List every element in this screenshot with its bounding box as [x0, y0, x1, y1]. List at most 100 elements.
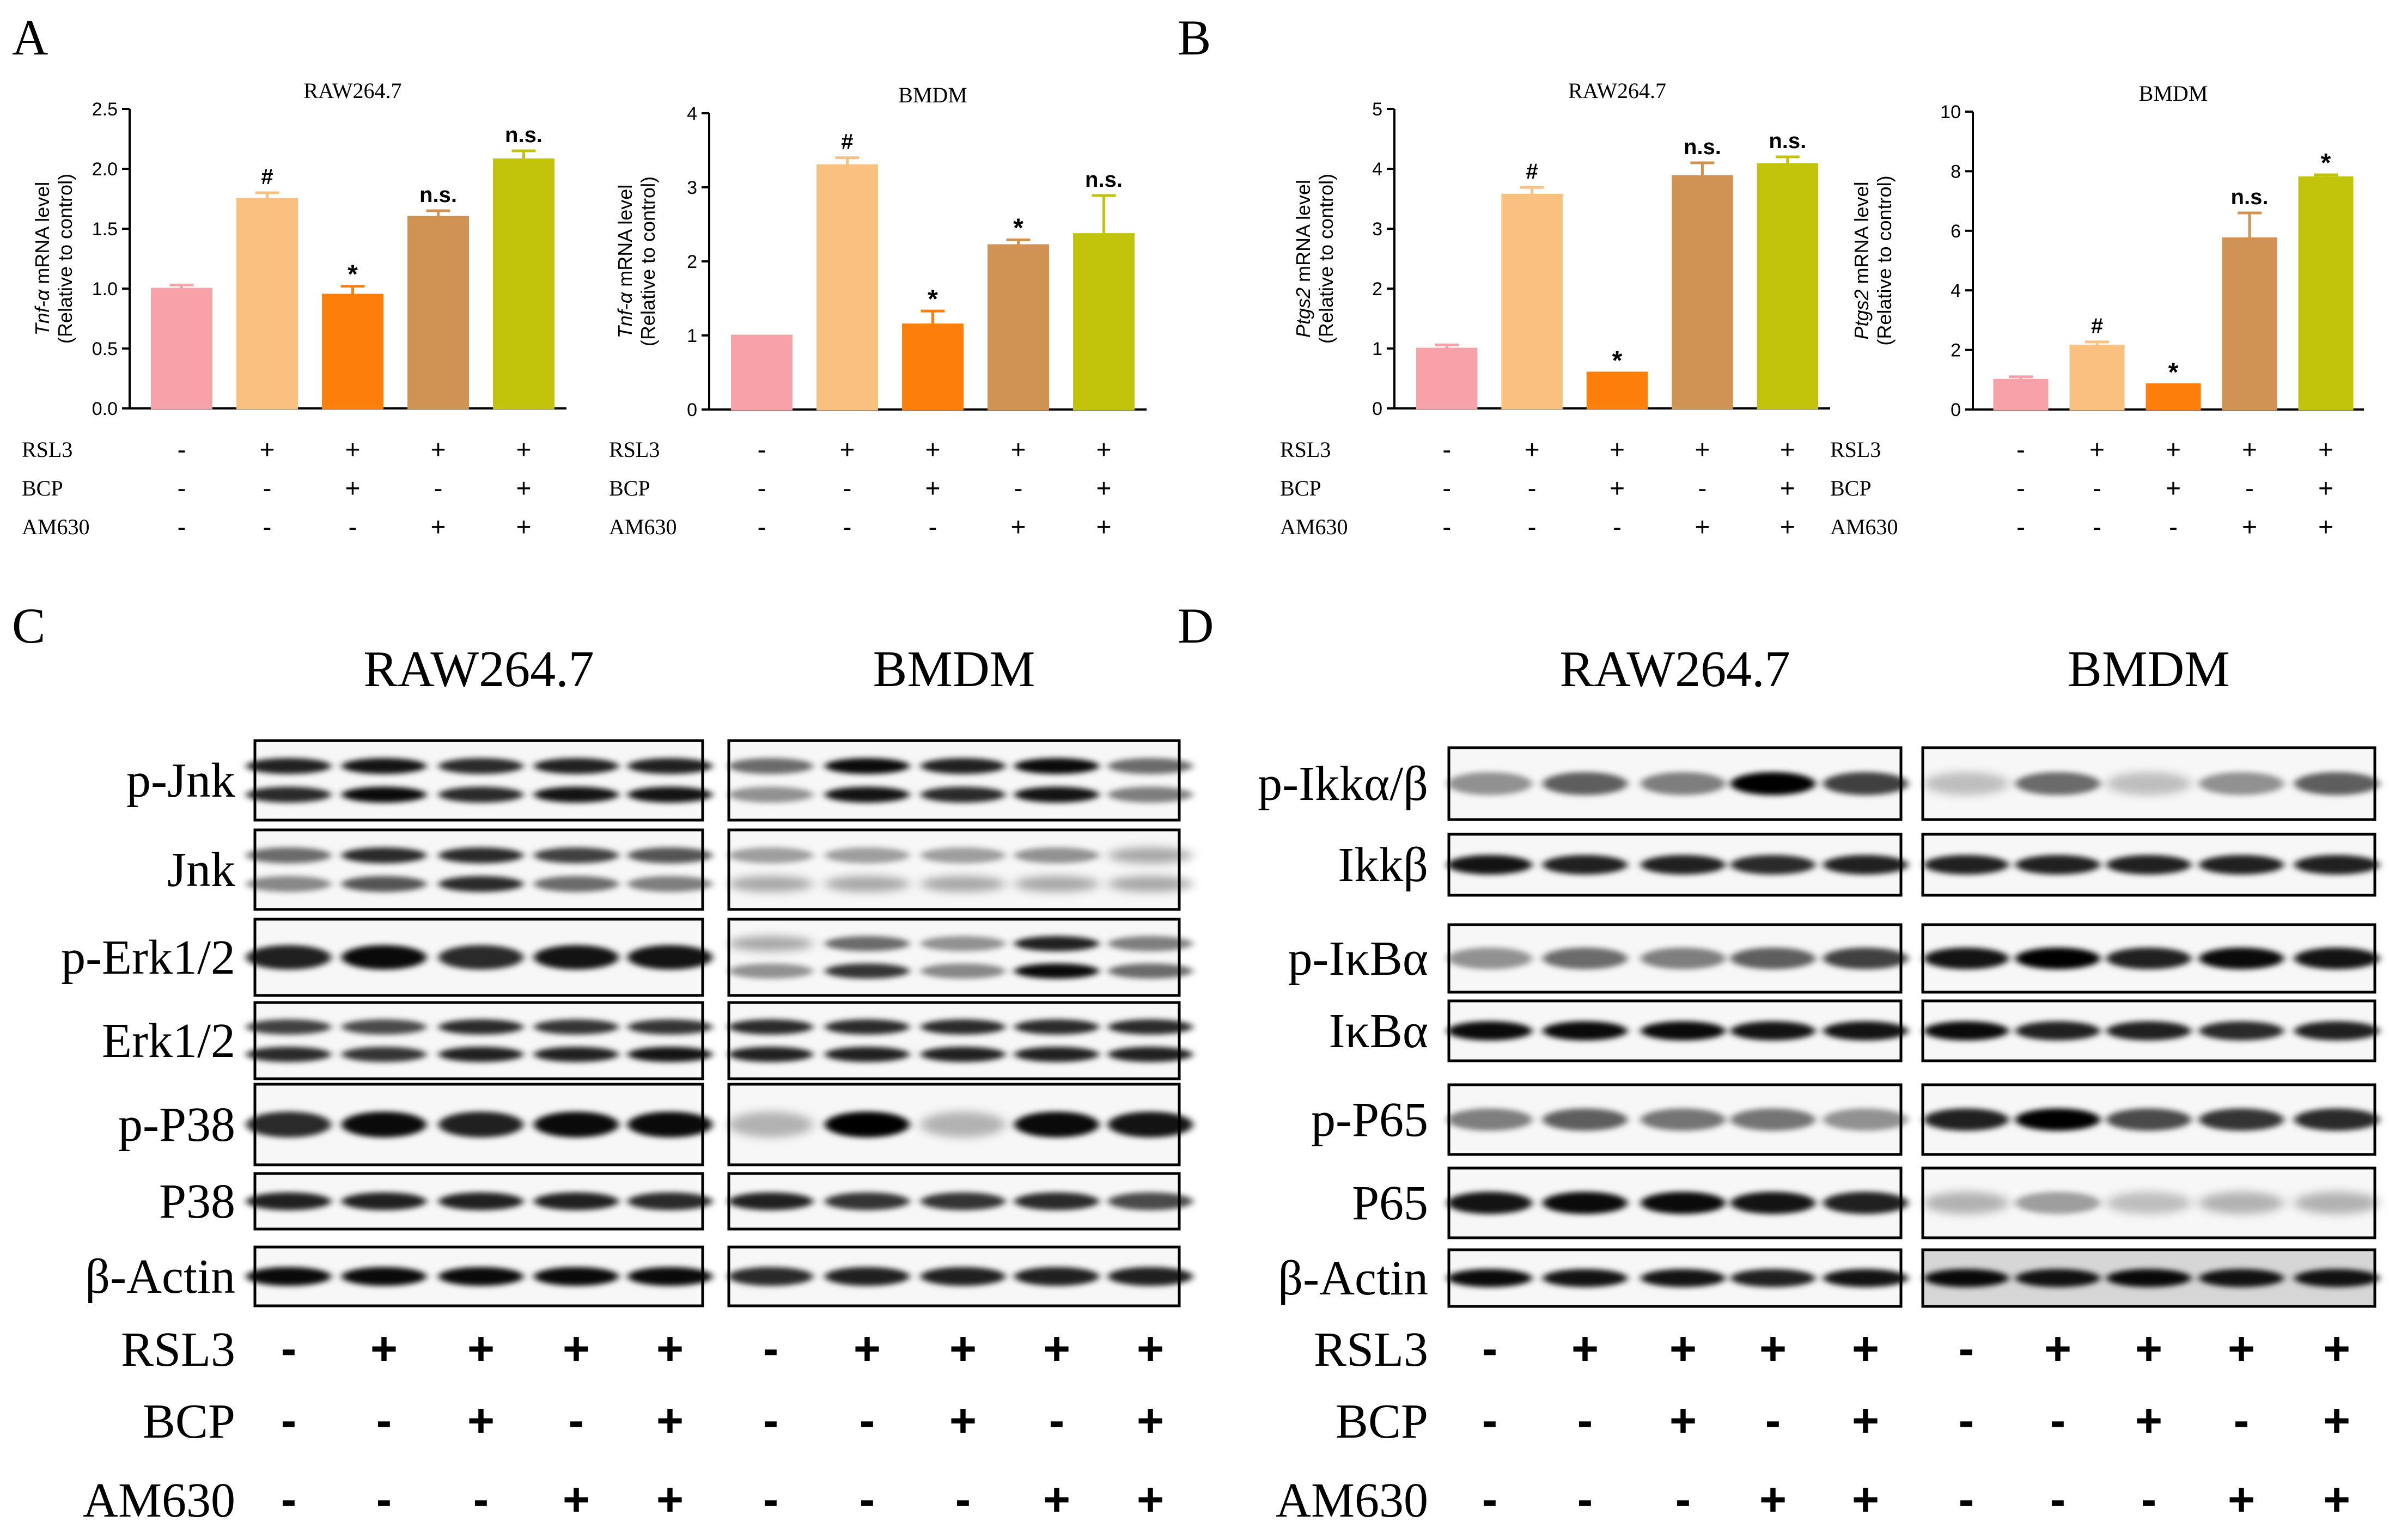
- condition-sign: +: [1695, 436, 1710, 465]
- blot-band: [246, 758, 331, 774]
- blot-band: [1823, 772, 1908, 796]
- condition-sign: -: [1442, 436, 1451, 465]
- blot-band: [246, 786, 331, 803]
- condition-sign: +: [516, 436, 531, 465]
- y-tick-label: 4: [1372, 159, 1382, 180]
- bar-charts: RAW264.7 0.0 0.5 1.0 1.5 2.0 2.5 Tnf-α mRNA lev…: [22, 78, 2364, 542]
- blot-band: [438, 945, 523, 970]
- condition-label: BCP: [1830, 476, 1872, 500]
- blot-band: [342, 758, 426, 774]
- cell-line-header: BMDM: [873, 641, 1035, 698]
- blot-band: [246, 1047, 331, 1062]
- condition-sign: +: [516, 474, 531, 503]
- y-tick-label: 1: [1372, 339, 1382, 359]
- blot-band: [2106, 855, 2191, 875]
- blot-band: [1108, 1019, 1193, 1035]
- blot-band: [1447, 948, 1532, 969]
- condition-sign: -: [860, 1395, 875, 1447]
- bar: [1586, 371, 1648, 410]
- condition-label: AM630: [1276, 1474, 1428, 1527]
- blot-band: [627, 876, 712, 892]
- significance-mark: n.s.: [2231, 185, 2269, 209]
- blot-band: [534, 945, 619, 970]
- significance-mark: *: [928, 285, 938, 314]
- y-tick-label: 3: [687, 178, 697, 198]
- blot-band: [728, 936, 813, 951]
- y-axis-label-2: (Relative to control): [637, 176, 659, 346]
- blot-band: [921, 1267, 1005, 1286]
- condition-sign: -: [1959, 1395, 1974, 1447]
- y-tick-label: 8: [1951, 161, 1961, 182]
- blot-band: [2106, 1108, 2191, 1131]
- condition-sign: +: [1780, 436, 1795, 465]
- condition-sign: +: [2228, 1323, 2255, 1375]
- blot-band: [825, 1267, 910, 1286]
- condition-sign: -: [263, 513, 272, 542]
- blot-band: [246, 1111, 331, 1138]
- condition-label: AM630: [609, 515, 677, 539]
- y-axis-label-rest: mRNA level: [31, 182, 53, 290]
- blot-strip: [727, 828, 1181, 911]
- condition-sign: -: [843, 474, 852, 503]
- blot-strip: [253, 739, 704, 822]
- chart-title: RAW264.7: [1568, 78, 1666, 103]
- condition-sign: -: [1959, 1323, 1974, 1375]
- condition-sign: -: [1577, 1395, 1593, 1447]
- condition-label: BCP: [143, 1395, 235, 1449]
- condition-sign: +: [467, 1395, 495, 1447]
- bar: [2146, 383, 2201, 411]
- condition-sign: +: [1780, 474, 1795, 503]
- condition-sign: +: [656, 1323, 684, 1375]
- significance-mark: n.s.: [419, 183, 457, 207]
- protein-label: P65: [1352, 1176, 1428, 1230]
- condition-sign: -: [2141, 1474, 2157, 1526]
- condition-sign: -: [758, 513, 766, 542]
- condition-sign: +: [854, 1323, 881, 1375]
- blot-band: [1823, 948, 1908, 969]
- condition-sign: +: [2135, 1395, 2162, 1447]
- condition-sign: +: [430, 513, 446, 542]
- y-tick-label: 5: [1372, 99, 1382, 120]
- condition-sign: -: [758, 436, 766, 465]
- protein-label: Jnk: [167, 843, 235, 897]
- y-axis-label: Ptgs2 mRNA level: [1850, 181, 1873, 339]
- condition-sign: +: [1610, 436, 1625, 465]
- significance-mark: n.s.: [1684, 135, 1721, 159]
- blot-band: [2199, 1269, 2284, 1287]
- condition-sign: -: [1765, 1395, 1781, 1447]
- blot-band: [1108, 1267, 1193, 1286]
- bar: [1073, 233, 1135, 411]
- condition-sign: +: [1669, 1395, 1697, 1447]
- y-axis-label-2: (Relative to control): [1315, 174, 1337, 344]
- bar-chart-3: RAW264.7 0 1 2 3 4 5 Ptgs2 mRNA level (Relative …: [1280, 78, 1830, 542]
- condition-sign: -: [376, 1395, 392, 1447]
- protein-label: p-Jnk: [126, 754, 235, 808]
- blot-band: [1924, 1191, 2009, 1214]
- condition-sign: +: [1571, 1323, 1599, 1375]
- blot-band: [534, 847, 619, 864]
- y-tick-label: 6: [1951, 221, 1961, 242]
- condition-sign: -: [1613, 513, 1622, 542]
- blot-band: [1014, 936, 1099, 951]
- bar: [151, 288, 212, 410]
- condition-label: RSL3: [1830, 437, 1881, 462]
- bar: [1416, 347, 1478, 410]
- significance-mark: *: [1612, 346, 1623, 375]
- condition-label: BCP: [609, 476, 650, 500]
- significance-mark: *: [2321, 149, 2331, 178]
- blot-band: [1823, 1021, 1908, 1041]
- blot-band: [1730, 1191, 1815, 1214]
- blot-band: [825, 963, 910, 979]
- protein-label: Erk1/2: [102, 1014, 235, 1068]
- condition-sign: -: [1577, 1474, 1593, 1526]
- condition-sign: -: [434, 474, 443, 503]
- blot-band: [1108, 876, 1193, 892]
- blot-band: [2294, 1021, 2379, 1041]
- y-axis-gene: Tnf-α: [31, 289, 53, 335]
- y-tick-label: 0: [687, 400, 697, 420]
- condition-sign: -: [178, 436, 186, 465]
- blot-band: [1924, 855, 2009, 875]
- blot-band: [1108, 758, 1193, 774]
- blot-band: [1924, 1269, 2009, 1287]
